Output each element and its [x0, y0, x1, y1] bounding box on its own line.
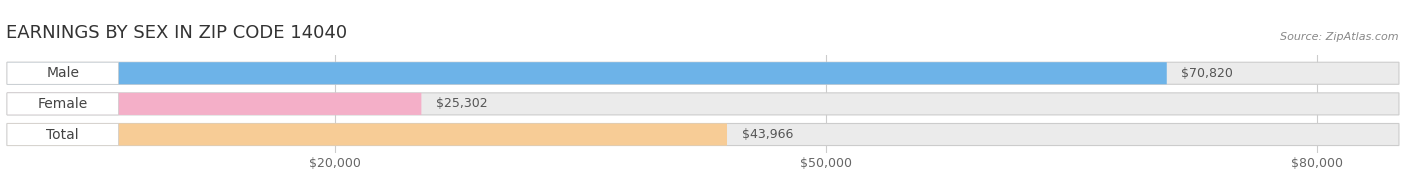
FancyBboxPatch shape: [7, 62, 118, 84]
FancyBboxPatch shape: [7, 123, 1399, 145]
FancyBboxPatch shape: [7, 123, 727, 145]
Text: $43,966: $43,966: [742, 128, 793, 141]
Text: Male: Male: [46, 66, 79, 80]
Text: Female: Female: [38, 97, 87, 111]
FancyBboxPatch shape: [7, 93, 422, 115]
Text: $25,302: $25,302: [436, 97, 488, 110]
Text: Source: ZipAtlas.com: Source: ZipAtlas.com: [1281, 32, 1399, 42]
FancyBboxPatch shape: [7, 62, 1399, 84]
FancyBboxPatch shape: [7, 123, 118, 145]
Text: EARNINGS BY SEX IN ZIP CODE 14040: EARNINGS BY SEX IN ZIP CODE 14040: [6, 24, 347, 42]
FancyBboxPatch shape: [7, 93, 1399, 115]
Text: Total: Total: [46, 128, 79, 142]
Text: $70,820: $70,820: [1181, 67, 1233, 80]
FancyBboxPatch shape: [7, 93, 118, 115]
FancyBboxPatch shape: [7, 62, 1167, 84]
